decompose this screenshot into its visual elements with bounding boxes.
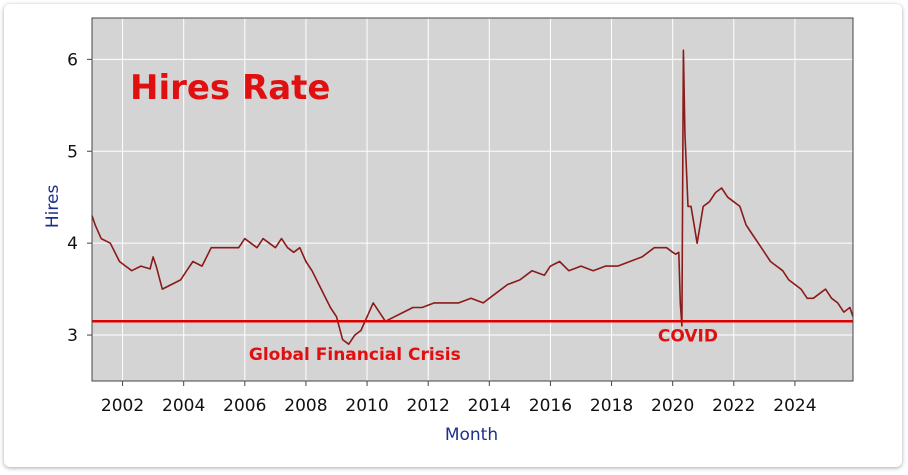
y-axis-ticks: 3 4 5 6 bbox=[67, 50, 92, 346]
x-tick-label: 2002 bbox=[101, 396, 144, 416]
x-tick-label: 2014 bbox=[468, 396, 511, 416]
plot-frame bbox=[91, 17, 854, 382]
x-tick-label: 2010 bbox=[345, 396, 388, 416]
x-tick-label: 2004 bbox=[162, 396, 205, 416]
annotation-label: Global Financial Crisis bbox=[249, 345, 461, 365]
x-axis-ticks: 2002 2004 2006 2008 2010 2012 2014 2016 2018 2020… bbox=[101, 381, 817, 416]
annotations: Global Financial Crisis COVID bbox=[249, 326, 718, 364]
y-tick-label: 6 bbox=[67, 50, 78, 70]
x-axis-label: Month bbox=[445, 425, 498, 445]
x-tick-label: 2006 bbox=[223, 396, 266, 416]
annotation-label: COVID bbox=[658, 326, 718, 346]
x-tick-label: 2012 bbox=[407, 396, 450, 416]
x-tick-label: 2008 bbox=[284, 396, 327, 416]
x-tick-label: 2018 bbox=[590, 396, 633, 416]
chart-title: Hires Rate bbox=[130, 68, 330, 108]
plot-area bbox=[91, 17, 854, 382]
y-tick-label: 4 bbox=[67, 234, 78, 254]
hires-series-line bbox=[91, 49, 854, 345]
x-tick-label: 2020 bbox=[651, 396, 694, 416]
x-tick-label: 2022 bbox=[712, 396, 755, 416]
y-axis-label: Hires bbox=[43, 185, 63, 229]
x-tick-label: 2016 bbox=[529, 396, 572, 416]
y-tick-label: 3 bbox=[67, 326, 78, 346]
x-tick-label: 2024 bbox=[773, 396, 816, 416]
y-tick-label: 5 bbox=[67, 142, 78, 162]
